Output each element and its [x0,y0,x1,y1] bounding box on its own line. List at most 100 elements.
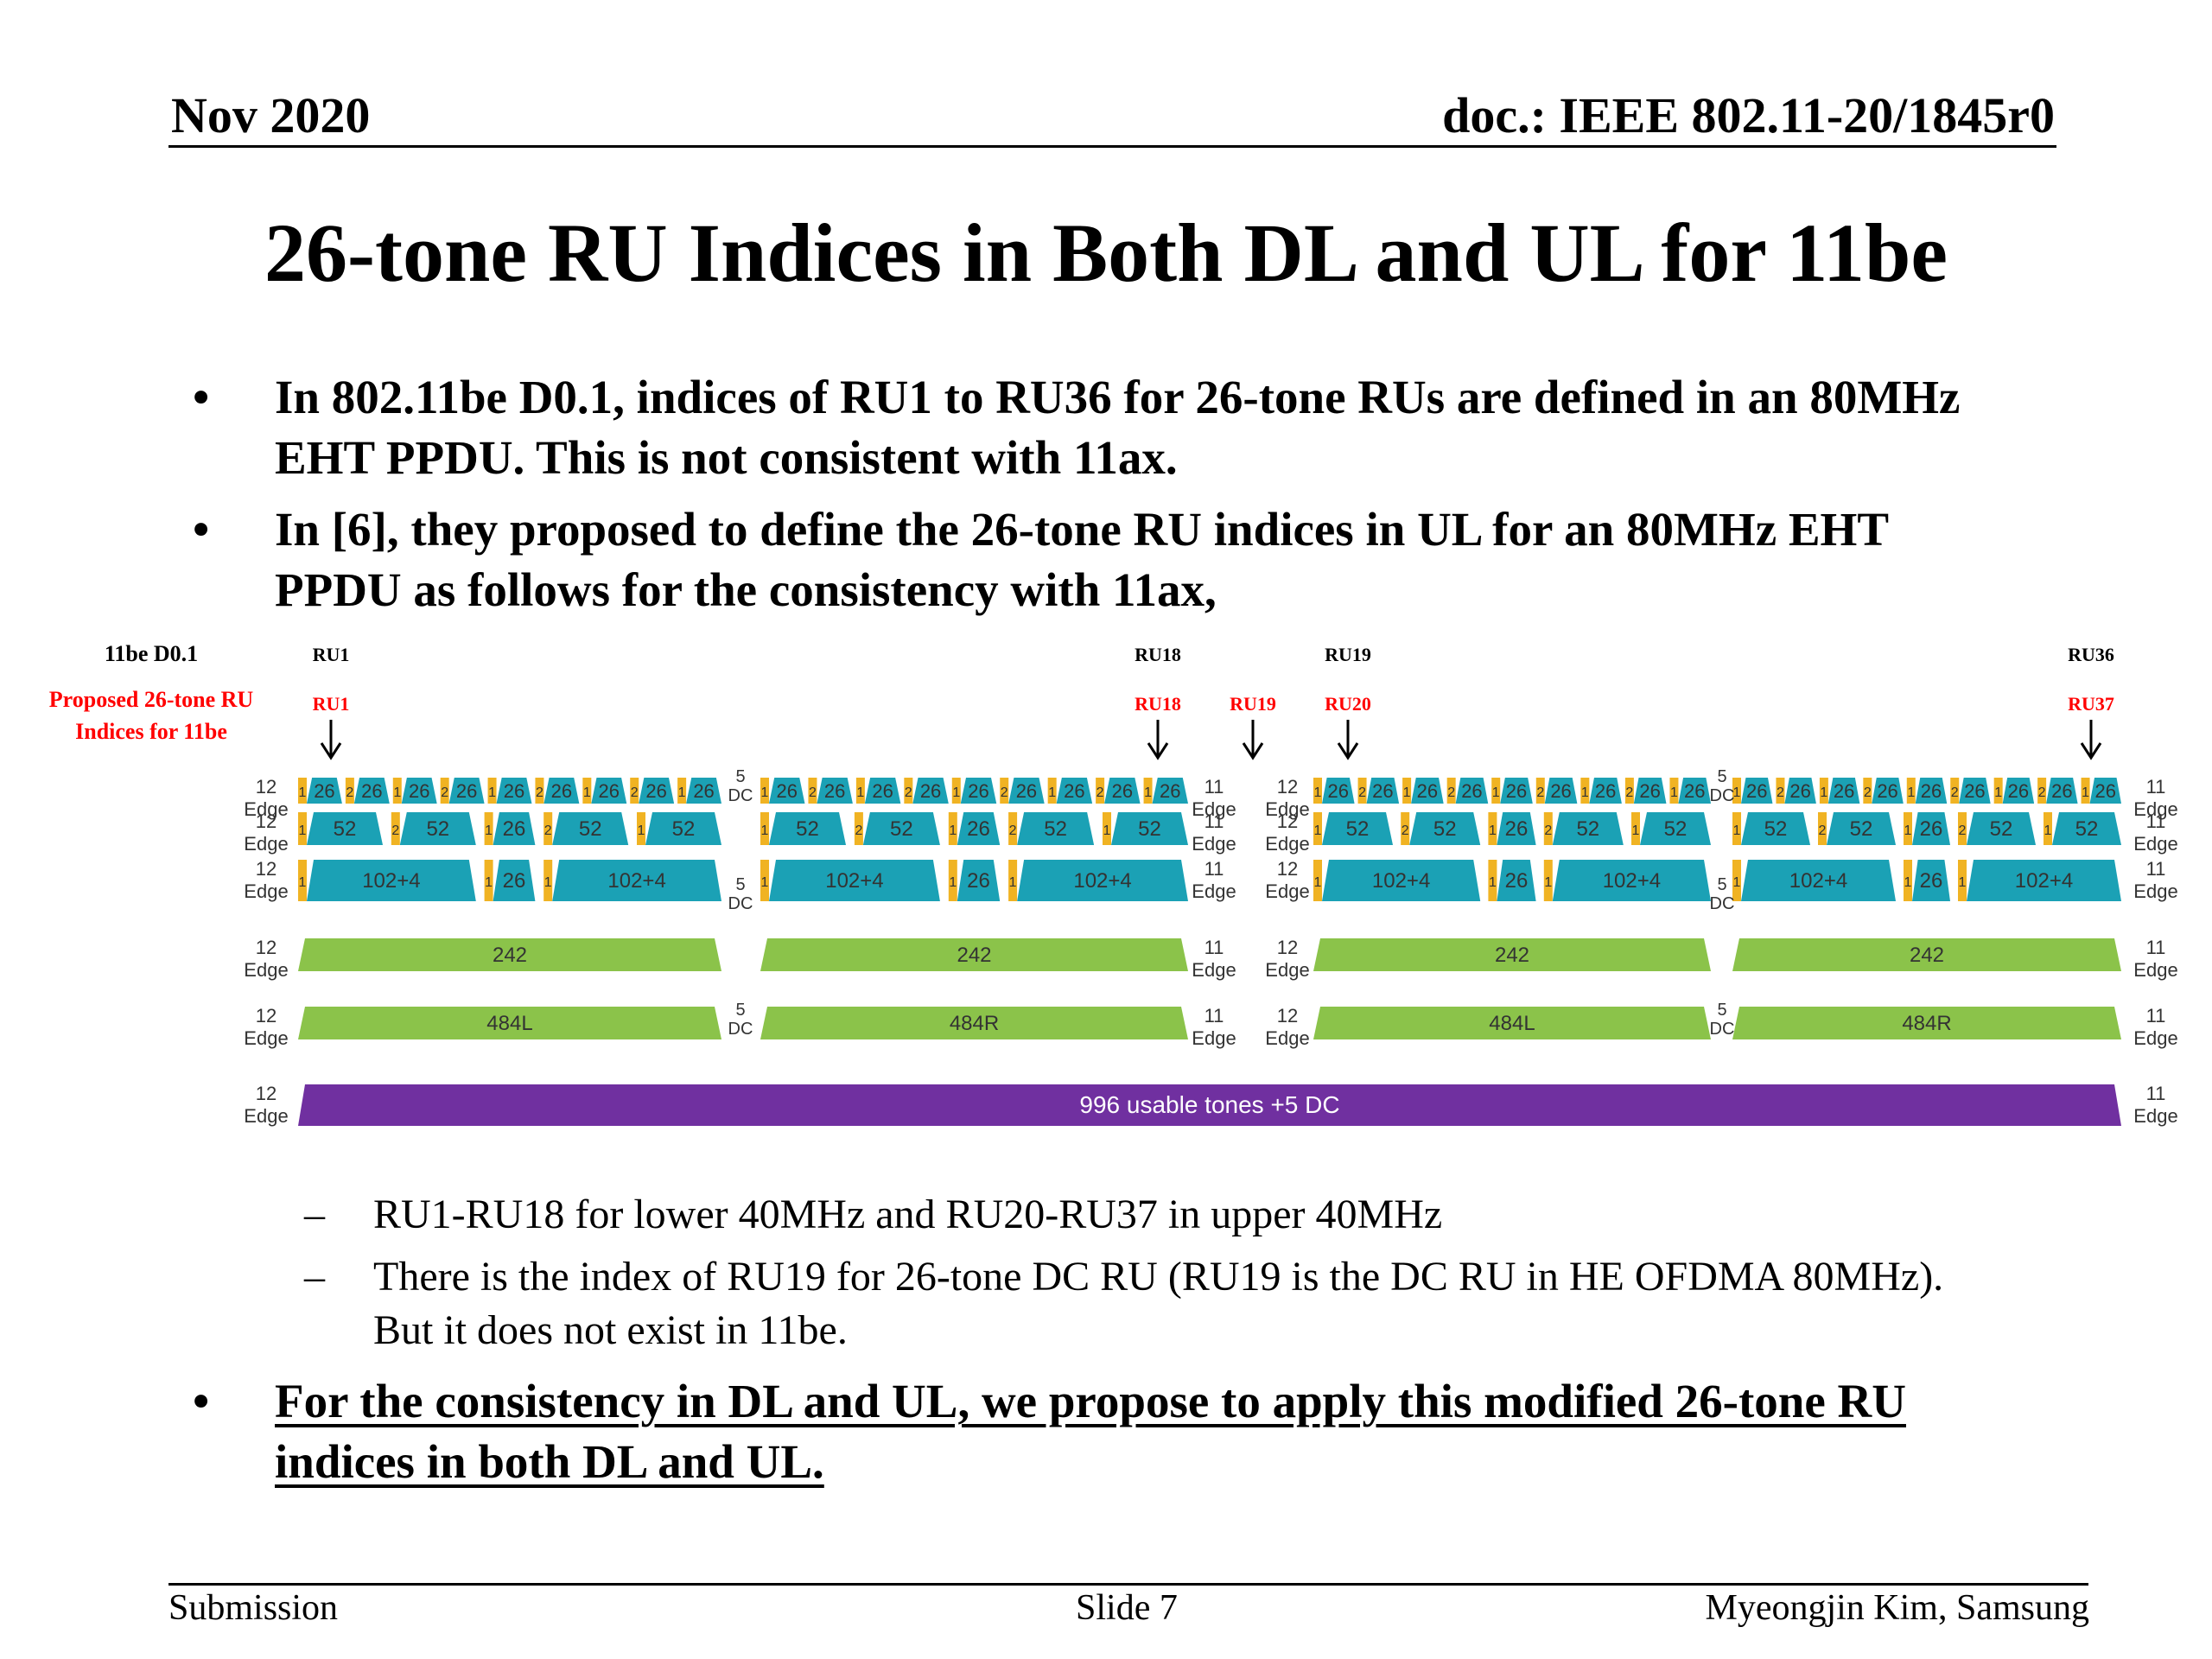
null-tone-label: 1 [1959,875,1967,890]
ru26-label: 26 [456,780,477,802]
marker-d01-ru36: RU36 [2068,644,2114,665]
ru26-block [1366,778,1400,804]
null-tone [904,778,913,804]
slide-title: 26-tone RU Indices in Both DL and UL for… [264,207,1948,299]
ru26-label: 26 [1372,780,1393,802]
null-tone [1000,778,1009,804]
dc-label: DC [1710,1020,1735,1039]
ru484-block [760,1007,1188,1039]
bullet-1-line-1: In 802.11be D0.1, indices of RU1 to RU36… [275,371,1961,423]
null-tone-label: 2 [1358,785,1366,800]
header-date: Nov 2020 [171,87,371,143]
ru26-label: 26 [1834,780,1854,802]
ru484-block [1732,1007,2121,1039]
null-tone [630,778,639,804]
null-tone-label: 1 [1489,875,1497,890]
ru26-block [2089,778,2121,804]
ru484-block [1313,1007,1711,1039]
ru26-label: 26 [872,780,893,802]
ru52-label: 52 [1138,817,1161,841]
ru26-block [1678,778,1711,804]
edge-label-right: Edge [2133,959,2177,981]
null-tone [1402,778,1412,804]
null-tone [1776,778,1785,804]
ru52-block [862,812,940,845]
null-tone-label: 1 [1492,785,1500,800]
null-tone-label: 2 [544,823,552,838]
ru26-label: 26 [599,780,620,802]
ru26-label: 26 [1639,780,1660,802]
null-tone-label: 2 [536,785,543,800]
ru52-block [1552,812,1624,845]
bullet-1-line-2: EHT PPDU. This is not consistent with 11… [275,431,1178,484]
ru52-label: 52 [1764,817,1788,841]
null-tone [1906,778,1916,804]
header-rule [168,145,2056,148]
ru26-block [960,778,997,804]
bullet-dot: • [193,371,210,423]
edge-label-left: Edge [244,1027,288,1049]
edge-label-mid: Edge [1192,798,1236,820]
marker-arrow [2080,742,2102,760]
ru26-block [1959,778,1991,804]
edge-count-mid: 12 [1277,937,1298,958]
null-tone-label: 2 [855,823,862,838]
null-tone-label: 1 [761,785,769,800]
null-tone [298,812,307,845]
null-tone [1357,778,1367,804]
ru26-block [912,778,949,804]
edge-count-mid: 11 [1205,810,1224,832]
null-tone [1491,778,1501,804]
ru52-block [1640,812,1711,845]
ru52-label: 52 [1990,817,2013,841]
null-tone [1732,812,1741,845]
footer-author: Myeongjin Kim, Samsung [1705,1588,2089,1628]
ru26-block [1741,778,1773,804]
bullet-1: • In 802.11be D0.1, indices of RU1 to RU… [193,367,1961,488]
ru26-label: 26 [968,780,988,802]
ru26-block [1104,778,1141,804]
null-tone-label: 1 [1581,785,1589,800]
edge-label-mid: Edge [1265,833,1309,855]
ru26-label: 26 [1505,817,1529,841]
null-tone-label: 1 [1907,785,1915,800]
ru26-block [1455,778,1489,804]
null-tone [1488,860,1497,901]
ru26-block [1633,778,1667,804]
null-tone [484,812,493,845]
ru26-label: 26 [504,780,524,802]
null-tone-label: 1 [393,785,401,800]
null-tone-label: 2 [391,823,399,838]
ru52-label: 52 [1664,817,1688,841]
ru106-label: 102+4 [607,869,665,893]
ru26-block [1322,778,1355,804]
ru26-block [1872,778,1904,804]
null-tone-label: 1 [1820,785,1827,800]
ru52-label: 52 [672,817,696,841]
dc-label: DC [728,894,753,913]
ru26-label: 26 [1684,780,1705,802]
ru26-label: 26 [1506,780,1527,802]
null-tone [1143,778,1153,804]
marker-proposed-ru18: RU18 [1135,693,1181,715]
ru52-block [1741,812,1810,845]
ru242-label: 242 [1910,944,1944,967]
null-tone [677,778,687,804]
null-tone-label: 1 [1314,875,1322,890]
edge-label-left: Edge [244,798,288,820]
edge-count-right: 11 [2146,810,2166,832]
null-tone [2081,778,2090,804]
null-tone-label: 1 [1048,785,1056,800]
ru26-label: 26 [361,780,382,802]
edge-count-mid: 12 [1277,1005,1298,1027]
ru26-block [1008,778,1045,804]
ru52-label: 52 [1850,817,1873,841]
dc-label: DC [728,786,753,805]
null-tone [487,778,497,804]
marker-proposed-ru20: RU20 [1325,693,1371,715]
ru484-label: 484R [1902,1012,1951,1035]
ru26-center-block [957,860,1001,901]
null-tone [440,778,449,804]
ru26-block [496,778,532,804]
edge-label-mid: Edge [1192,959,1236,981]
